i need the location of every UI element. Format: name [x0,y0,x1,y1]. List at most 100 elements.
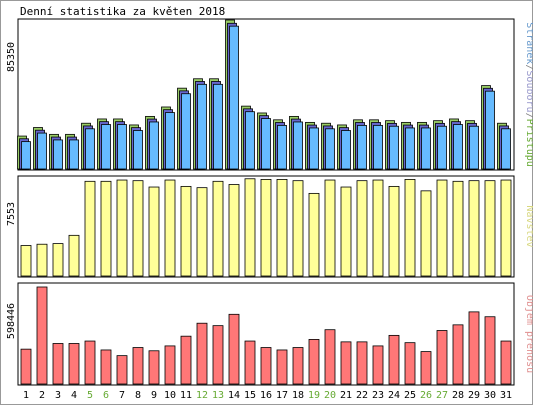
bar-str-nek [325,128,335,170]
day-tick-label: 29 [468,390,480,401]
day-tick-label: 22 [356,390,368,401]
day-tick-label: 4 [71,390,77,401]
series-side-label: Návštěv [524,205,533,247]
bar-str-nek [389,125,399,170]
bar-value [20,348,32,385]
day-tick-label: 26 [420,390,432,401]
bar-str-nek [117,124,127,170]
bar-value [36,243,48,277]
bar-str-nek [165,112,175,170]
day-tick-label: 7 [119,390,125,401]
bar-value [260,347,272,385]
day-tick-label: 8 [135,390,141,401]
bar-str-nek [261,118,271,170]
traffic-volume-panel: 598446 Objem přenosu [6,282,533,386]
bar-str-nek [149,121,159,170]
bar-value [308,339,320,385]
day-tick-label: 16 [260,390,272,401]
bar-str-nek [405,127,415,170]
bar-str-nek [421,127,431,170]
bar-value [116,355,128,385]
bar-value [244,178,256,277]
day-tick-label: 21 [340,390,352,401]
day-tick-label: 31 [500,390,512,401]
bar-value [500,179,512,277]
bar-value [452,324,464,385]
day-tick-label: 11 [180,390,192,401]
bar-str-nek [101,124,111,170]
bar-str-nek [245,111,255,170]
bar-value [484,316,496,385]
bar-str-nek [341,130,351,170]
bar-value [164,345,176,385]
bar-str-nek [181,93,191,170]
bar-str-nek [37,132,47,170]
day-tick-label: 6 [103,390,109,401]
bar-str-nek [501,128,511,170]
bar-value [116,179,128,277]
bar-str-nek [197,83,207,170]
bar-value [468,180,480,277]
side-label-part: / [524,64,533,70]
bar-value [100,180,112,277]
bar-str-nek [213,83,223,170]
bar-value [276,179,288,277]
bar-str-nek [293,121,303,170]
bar-value [276,349,288,385]
bar-value [420,190,432,277]
bar-value [84,340,96,385]
bar-value [292,180,304,277]
y-max-label: 85350 [6,42,17,72]
day-tick-label: 2 [39,390,45,401]
day-tick-label: 13 [212,390,224,401]
bar-value [196,187,208,277]
bar-value [452,180,464,277]
bar-str-nek [53,139,63,170]
bar-value [308,192,320,277]
hits-files-pages-panel: 85350 Stránek/Souborů/Přístupů [6,18,533,171]
bar-value [436,330,448,385]
bar-value [356,180,368,277]
bar-value [228,184,240,277]
side-label-part: / [524,113,533,119]
side-label-part: Souborů [524,70,533,112]
bar-str-nek [485,90,495,170]
bar-value [388,334,400,385]
series-side-label: Stránek/Souborů/Přístupů [524,22,533,167]
bar-value [36,286,48,385]
bar-value [372,345,384,385]
bar-value [228,313,240,385]
bar-value [404,342,416,385]
bar-value [68,343,80,385]
bar-str-nek [469,125,479,170]
day-tick-label: 10 [164,390,176,401]
day-tick-label: 23 [372,390,384,401]
bar-value [340,341,352,385]
bar-value [180,335,192,385]
day-tick-label: 24 [388,390,400,401]
bar-value [324,329,336,385]
day-tick-label: 17 [276,390,288,401]
day-tick-label: 1 [23,390,29,401]
bar-value [148,186,160,277]
bar-str-nek [437,125,447,170]
bar-value [52,243,64,277]
day-tick-label: 3 [55,390,61,401]
day-tick-label: 9 [151,390,157,401]
bar-str-nek [277,124,287,170]
bar-value [420,351,432,385]
bar-value [340,186,352,277]
bar-str-nek [85,128,95,170]
bar-str-nek [357,124,367,170]
day-tick-label: 14 [228,390,240,401]
bar-str-nek [373,124,383,170]
bar-str-nek [133,130,143,170]
bar-str-nek [21,141,31,170]
bar-value [196,322,208,385]
day-tick-label: 19 [308,390,320,401]
bar-value [260,179,272,277]
bar-value [148,350,160,385]
day-tick-label: 20 [324,390,336,401]
day-tick-label: 27 [436,390,448,401]
